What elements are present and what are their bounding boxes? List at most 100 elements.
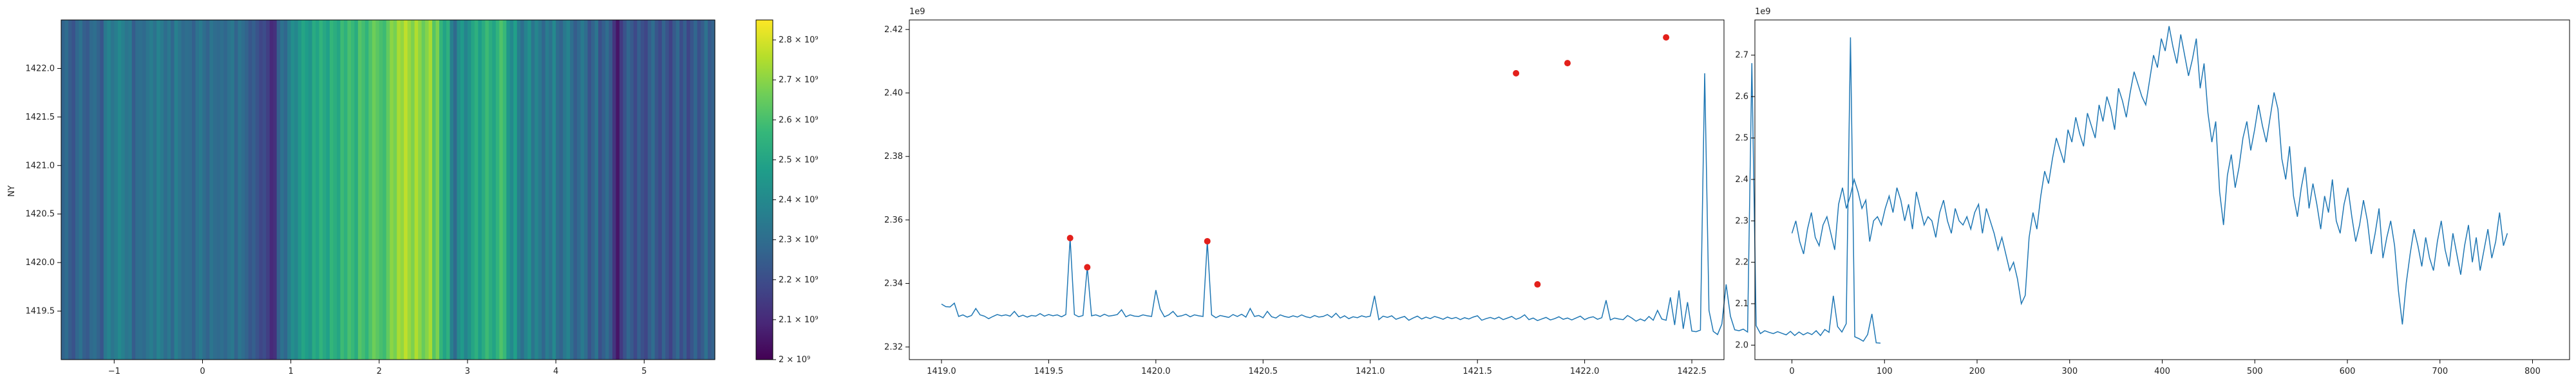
heatmap-frame — [61, 19, 715, 360]
series-x-tick-label: 500 — [2247, 367, 2263, 376]
heatmap-column — [252, 20, 256, 360]
heatmap-column — [160, 20, 164, 360]
heatmap-column — [323, 20, 327, 360]
heatmap-column — [294, 20, 299, 360]
heatmap-column — [368, 20, 373, 360]
peaks-x-tick-label: 1421.5 — [1463, 367, 1492, 376]
heatmap-column — [679, 20, 684, 360]
heatmap-x-tick-label: −1 — [108, 367, 120, 376]
heatmap-column — [354, 20, 359, 360]
heatmap-column — [694, 20, 698, 360]
heatmap-column — [435, 20, 440, 360]
heatmap-column — [446, 20, 451, 360]
heatmap-column — [142, 20, 147, 360]
heatmap-column — [178, 20, 182, 360]
heatmap-column — [195, 20, 200, 360]
peak-marker — [1564, 60, 1571, 67]
heatmap-column — [665, 20, 670, 360]
colorbar-tick-label: 2.3 × 10⁹ — [779, 235, 819, 245]
heatmap-column — [425, 20, 430, 360]
heatmap-column — [492, 20, 497, 360]
heatmap-column — [591, 20, 596, 360]
heatmap-column — [383, 20, 387, 360]
heatmap-column — [404, 20, 408, 360]
peak-marker — [1084, 264, 1091, 271]
heatmap-column — [75, 20, 80, 360]
heatmap-column — [365, 20, 369, 360]
heatmap-column — [421, 20, 426, 360]
heatmap-column — [651, 20, 656, 360]
heatmap-x-tick-label: 2 — [377, 367, 382, 376]
heatmap-column — [542, 20, 546, 360]
heatmap-column — [502, 20, 507, 360]
heatmap-column — [524, 20, 528, 360]
heatmap-column — [683, 20, 687, 360]
heatmap-column — [711, 20, 715, 360]
heatmap-x-tick-label: 5 — [641, 367, 647, 376]
heatmap-column — [301, 20, 306, 360]
heatmap-column — [570, 20, 574, 360]
peaks-series-line — [941, 37, 1881, 344]
heatmap-column — [495, 20, 500, 360]
heatmap-column — [580, 20, 585, 360]
colorbar-tick-label: 2.8 × 10⁹ — [779, 35, 819, 45]
peaks-frame — [909, 19, 1725, 360]
heatmap-column — [535, 20, 539, 360]
colorbar: 2 × 10⁹ 2.1 × 10⁹ 2.2 × 10⁹ 2.3 × 10⁹ 2.4 × … — [755, 19, 819, 365]
heatmap-column — [117, 20, 122, 360]
heatmap-column — [372, 20, 376, 360]
peaks-y-tick-label: 2.40 — [884, 88, 903, 98]
peaks-x-tick-label: 1420.5 — [1249, 367, 1278, 376]
peaks-y-ticks: 2.32 2.34 2.36 2.38 2.40 2.42 — [884, 25, 909, 352]
heatmap-column — [216, 20, 221, 360]
heatmap-column — [135, 20, 140, 360]
heatmap-column — [110, 20, 115, 360]
colorbar-tick-label: 2.5 × 10⁹ — [779, 155, 819, 165]
heatmap-column — [630, 20, 634, 360]
series-x-tick-label: 600 — [2340, 367, 2356, 376]
heatmap-column — [202, 20, 207, 360]
heatmap-y-tick-label: 1419.5 — [26, 307, 55, 317]
heatmap-column — [386, 20, 390, 360]
heatmap-column — [623, 20, 627, 360]
heatmap-column — [64, 20, 69, 360]
colorbar-tick-label: 2.1 × 10⁹ — [779, 315, 819, 325]
heatmap-column — [432, 20, 437, 360]
heatmap-column — [269, 20, 274, 360]
heatmap-column — [298, 20, 302, 360]
heatmap-column — [96, 20, 100, 360]
heatmap-column — [481, 20, 486, 360]
heatmap-column — [598, 20, 603, 360]
heatmap-column — [453, 20, 458, 360]
heatmap-column — [181, 20, 185, 360]
heatmap-column — [594, 20, 599, 360]
heatmap-column — [312, 20, 316, 360]
heatmap-column — [103, 20, 108, 360]
peak-marker — [1066, 235, 1074, 242]
peak-marker — [1204, 237, 1211, 244]
heatmap-column — [213, 20, 218, 360]
heatmap-column — [559, 20, 564, 360]
colorbar-tick-label: 2.7 × 10⁹ — [779, 75, 819, 85]
heatmap-column — [100, 20, 104, 360]
peaks-offset-text: 1e9 — [909, 7, 925, 17]
series-y-tick-label: 2.0 — [1735, 340, 1748, 350]
heatmap-column — [485, 20, 489, 360]
colorbar-tick-label: 2.6 × 10⁹ — [779, 115, 819, 125]
heatmap-column — [319, 20, 323, 360]
heatmap-column — [61, 20, 66, 360]
heatmap-column — [326, 20, 330, 360]
heatmap-y-ticks: 1419.5 1420.0 1420.5 1421.0 1421.5 1422.0 — [26, 64, 61, 317]
heatmap-column — [308, 20, 313, 360]
heatmap-column — [474, 20, 479, 360]
heatmap-column — [266, 20, 270, 360]
heatmap-column — [290, 20, 295, 360]
peak-marker — [1513, 69, 1520, 77]
peaks-line-panel: 1e9 2.322.342.362.382.402.42 1419.0 1419.… — [884, 7, 1881, 376]
heatmap-column — [185, 20, 189, 360]
heatmap-column — [478, 20, 482, 360]
heatmap-column — [128, 20, 133, 360]
heatmap-column — [676, 20, 680, 360]
heatmap-column — [690, 20, 694, 360]
